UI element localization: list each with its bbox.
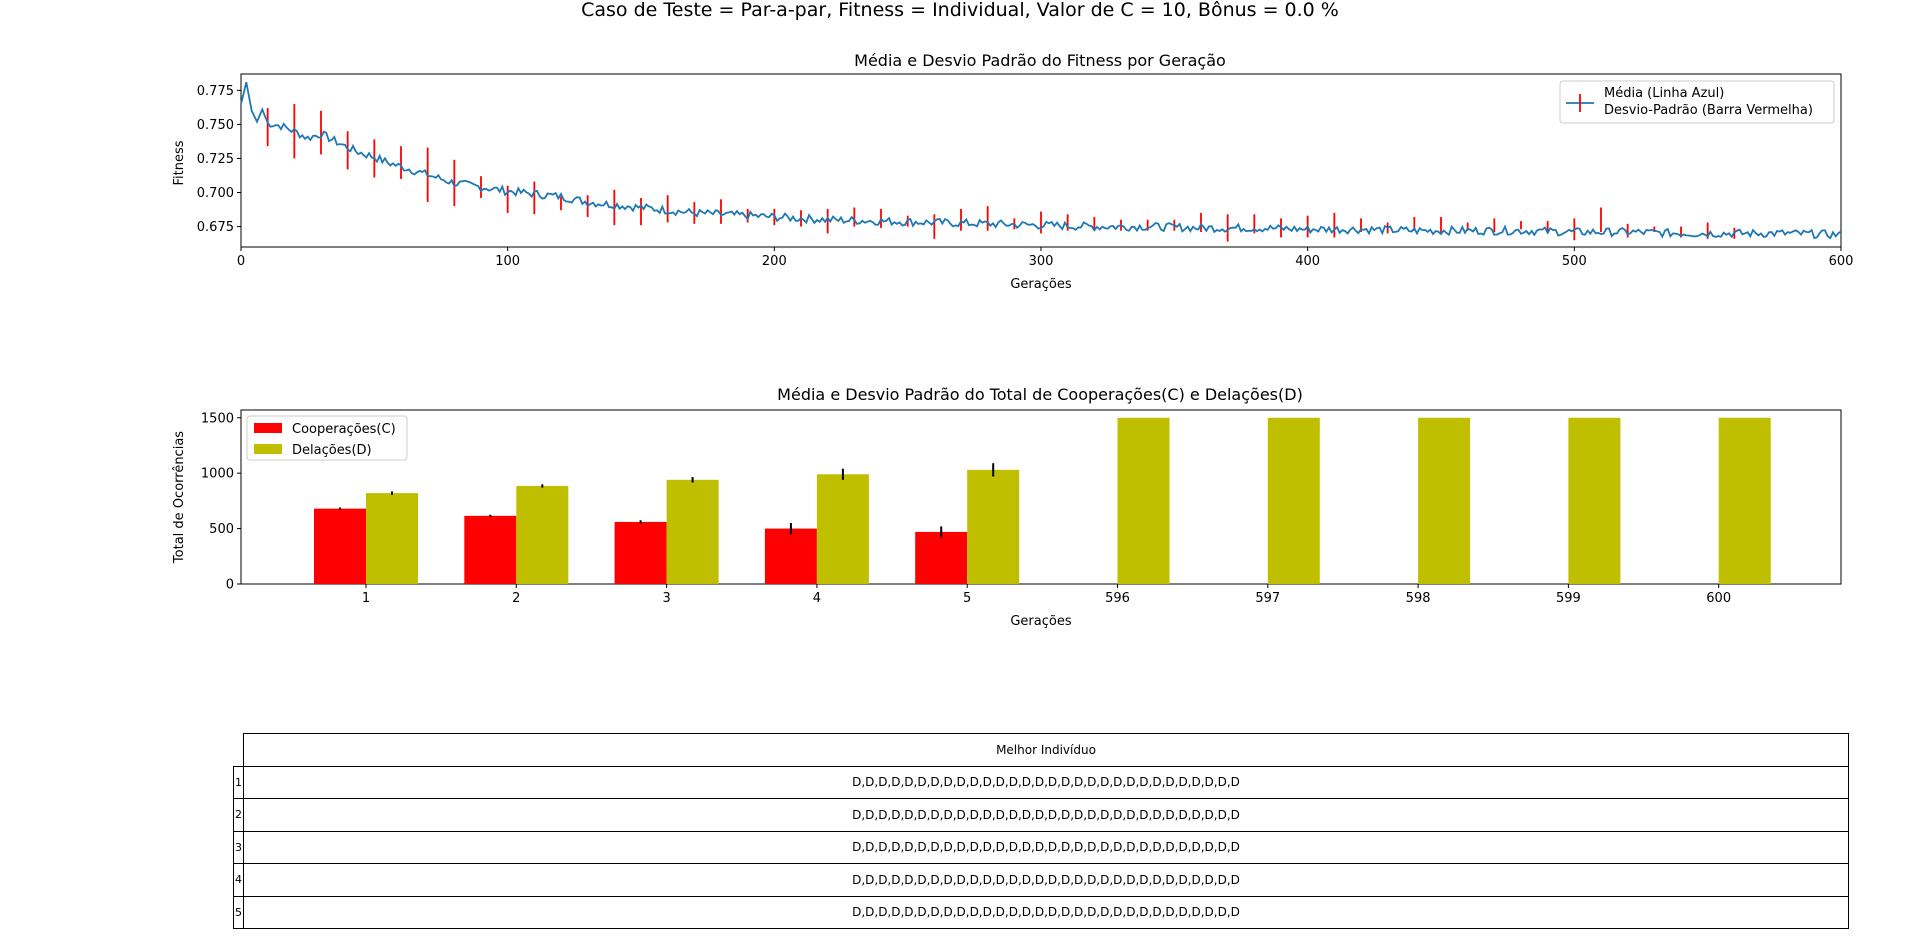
x-tick-label: 3 xyxy=(662,591,670,606)
table-header: Melhor Indivíduo xyxy=(243,733,1849,767)
x-tick-label: 4 xyxy=(813,591,821,606)
legend-coop-label: Cooperações(C) xyxy=(292,422,396,437)
row-value: D,D,D,D,D,D,D,D,D,D,D,D,D,D,D,D,D,D,D,D,… xyxy=(243,863,1849,897)
figure-suptitle: Caso de Teste = Par-a-par, Fitness = Ind… xyxy=(581,0,1339,21)
defect-bar xyxy=(1117,417,1170,584)
x-tick-label: 598 xyxy=(1406,591,1431,606)
coop-bar xyxy=(314,508,366,584)
fitness-xlabel: Gerações xyxy=(1010,277,1071,292)
row-value: D,D,D,D,D,D,D,D,D,D,D,D,D,D,D,D,D,D,D,D,… xyxy=(243,765,1849,799)
x-tick-label: 400 xyxy=(1295,254,1320,269)
y-tick-label: 0 xyxy=(226,578,234,593)
x-tick-label: 2 xyxy=(512,591,520,606)
table-row: 4 D,D,D,D,D,D,D,D,D,D,D,D,D,D,D,D,D,D,D,D… xyxy=(233,863,1849,897)
coop-legend-box xyxy=(246,415,408,461)
legend-defect-swatch xyxy=(254,444,282,454)
x-tick-label: 597 xyxy=(1255,591,1280,606)
table-row: 1 D,D,D,D,D,D,D,D,D,D,D,D,D,D,D,D,D,D,D,D… xyxy=(233,765,1849,799)
defect-bar xyxy=(1568,417,1621,584)
x-tick-label: 600 xyxy=(1706,591,1731,606)
x-tick-label: 1 xyxy=(362,591,370,606)
y-tick-label: 0.725 xyxy=(197,152,234,167)
coop-xlabel: Gerações xyxy=(1010,614,1071,629)
coop-bars xyxy=(314,417,1771,584)
x-tick-label: 100 xyxy=(495,254,520,269)
defect-bar xyxy=(666,479,719,584)
table-row: 3 D,D,D,D,D,D,D,D,D,D,D,D,D,D,D,D,D,D,D,D… xyxy=(233,830,1849,864)
defect-bar xyxy=(366,493,418,584)
coop-error-bars xyxy=(339,463,995,538)
x-tick-label: 600 xyxy=(1829,254,1854,269)
row-value: D,D,D,D,D,D,D,D,D,D,D,D,D,D,D,D,D,D,D,D,… xyxy=(243,830,1849,864)
row-label: 3 xyxy=(233,830,244,864)
fitness-chart-title: Média e Desvio Padrão do Fitness por Ger… xyxy=(854,51,1226,70)
row-label: 1 xyxy=(233,765,244,799)
table-corner xyxy=(234,734,244,767)
y-tick-label: 0.675 xyxy=(197,220,234,235)
x-tick-label: 599 xyxy=(1556,591,1581,606)
x-tick-label: 500 xyxy=(1562,254,1587,269)
mean-fitness-line xyxy=(240,81,1842,240)
coop-legend: Cooperações(C) Delações(D) xyxy=(246,415,408,461)
defect-bar xyxy=(516,485,569,584)
coop-defect-chart: Média e Desvio Padrão do Total de Cooper… xyxy=(172,385,1842,629)
defect-bar xyxy=(1267,417,1320,584)
defect-bar xyxy=(1718,417,1771,584)
defect-bar xyxy=(967,469,1020,584)
y-tick-label: 0.775 xyxy=(197,84,234,99)
x-tick-label: 5 xyxy=(963,591,971,606)
fitness-legend: Média (Linha Azul) Desvio-Padrão (Barra … xyxy=(1559,80,1835,124)
defect-bar xyxy=(1418,417,1471,584)
x-tick-label: 596 xyxy=(1105,591,1130,606)
y-tick-label: 1000 xyxy=(201,467,234,482)
coop-bar xyxy=(915,531,968,584)
legend-coop-swatch xyxy=(254,423,282,433)
coop-bar xyxy=(764,528,817,584)
table-row: 2 D,D,D,D,D,D,D,D,D,D,D,D,D,D,D,D,D,D,D,D… xyxy=(233,798,1849,832)
coop-bar xyxy=(464,515,517,584)
coop-bar xyxy=(614,521,667,584)
y-tick-label: 500 xyxy=(209,522,234,537)
row-label: 2 xyxy=(233,798,244,832)
x-tick-label: 0 xyxy=(237,254,245,269)
fitness-ylabel: Fitness xyxy=(172,140,187,185)
y-tick-label: 0.700 xyxy=(197,186,234,201)
legend-defect-label: Delações(D) xyxy=(292,443,372,458)
legend-std-label: Desvio-Padrão (Barra Vermelha) xyxy=(1604,103,1813,118)
fitness-legend-box xyxy=(1559,80,1835,124)
row-label: 5 xyxy=(233,895,244,929)
fitness-chart: Média e Desvio Padrão do Fitness por Ger… xyxy=(172,51,1853,292)
table-row: 5 D,D,D,D,D,D,D,D,D,D,D,D,D,D,D,D,D,D,D,D… xyxy=(233,895,1849,929)
legend-mean-label: Média (Linha Azul) xyxy=(1604,86,1724,101)
row-value: D,D,D,D,D,D,D,D,D,D,D,D,D,D,D,D,D,D,D,D,… xyxy=(243,895,1849,929)
x-tick-label: 200 xyxy=(762,254,787,269)
row-label: 4 xyxy=(233,863,244,897)
coop-ylabel: Total de Ocorrências xyxy=(172,431,187,564)
defect-bar xyxy=(816,474,869,584)
best-individual-table: Melhor Indivíduo 1 D,D,D,D,D,D,D,D,D,D,D,… xyxy=(233,733,1849,929)
y-tick-label: 1500 xyxy=(201,411,234,426)
y-tick-label: 0.750 xyxy=(197,118,234,133)
row-value: D,D,D,D,D,D,D,D,D,D,D,D,D,D,D,D,D,D,D,D,… xyxy=(243,798,1849,832)
x-tick-label: 300 xyxy=(1029,254,1054,269)
coop-chart-title: Média e Desvio Padrão do Total de Cooper… xyxy=(777,385,1303,404)
